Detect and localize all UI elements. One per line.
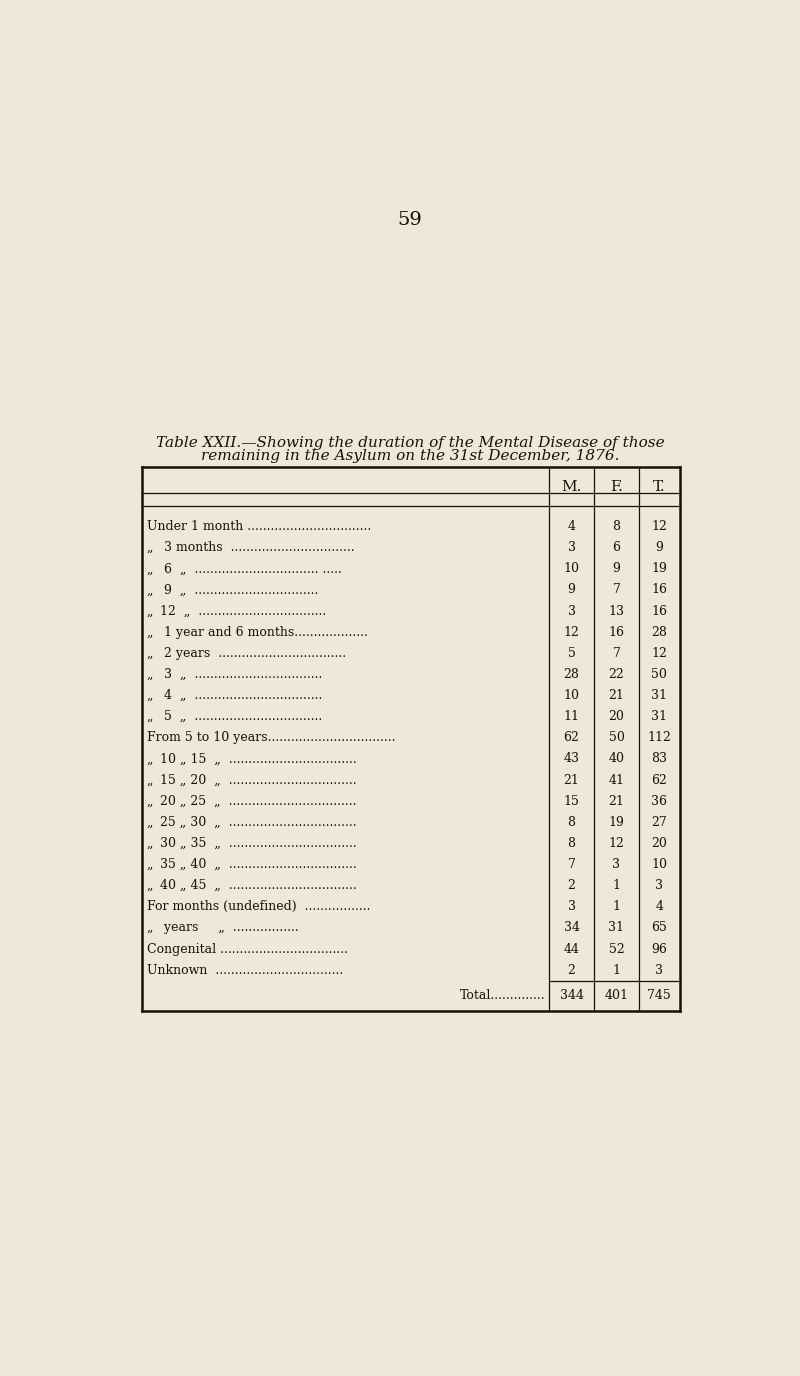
Text: 41: 41: [609, 773, 625, 787]
Text: 7: 7: [613, 647, 620, 660]
Text: 8: 8: [613, 520, 621, 533]
Text: 3: 3: [567, 900, 575, 914]
Text: 10: 10: [563, 563, 579, 575]
Text: 401: 401: [605, 989, 629, 1002]
Text: „   9  „  ................................: „ 9 „ ................................: [147, 583, 318, 596]
Text: 16: 16: [609, 626, 625, 638]
Text: 52: 52: [609, 943, 624, 955]
Text: 21: 21: [563, 773, 579, 787]
Text: 9: 9: [655, 541, 663, 555]
Text: „   years     „  .................: „ years „ .................: [147, 922, 298, 934]
Text: M.: M.: [562, 480, 582, 494]
Text: 12: 12: [651, 520, 667, 533]
Text: 1: 1: [613, 900, 621, 914]
Text: 31: 31: [651, 710, 667, 724]
Text: „  30 „ 35  „  .................................: „ 30 „ 35 „ ............................…: [147, 837, 357, 850]
Text: 28: 28: [563, 667, 579, 681]
Text: Under 1 month ................................: Under 1 month ..........................…: [147, 520, 371, 533]
Text: 112: 112: [647, 731, 671, 744]
Text: 9: 9: [567, 583, 575, 596]
Text: 20: 20: [651, 837, 667, 850]
Text: 10: 10: [651, 859, 667, 871]
Text: „  15 „ 20  „  .................................: „ 15 „ 20 „ ............................…: [147, 773, 357, 787]
Text: 9: 9: [613, 563, 620, 575]
Text: 10: 10: [563, 689, 579, 702]
Text: 50: 50: [609, 731, 624, 744]
Text: „   2 years  .................................: „ 2 years ..............................…: [147, 647, 346, 660]
Text: „  35 „ 40  „  .................................: „ 35 „ 40 „ ............................…: [147, 859, 357, 871]
Text: 1: 1: [613, 963, 621, 977]
Text: 15: 15: [563, 795, 579, 808]
Text: 1: 1: [613, 879, 621, 892]
Text: 44: 44: [563, 943, 579, 955]
Text: F.: F.: [610, 480, 623, 494]
Text: 8: 8: [567, 816, 575, 828]
Text: 8: 8: [567, 837, 575, 850]
Text: 19: 19: [651, 563, 667, 575]
Text: „  12  „  .................................: „ 12 „ .................................: [147, 604, 326, 618]
Text: Table XXII.—Showing the duration of the Mental Disease of those: Table XXII.—Showing the duration of the …: [156, 436, 664, 450]
Text: 12: 12: [651, 647, 667, 660]
Text: „   3  „  .................................: „ 3 „ .................................: [147, 667, 322, 681]
Text: 65: 65: [651, 922, 667, 934]
Text: 11: 11: [563, 710, 579, 724]
Text: 31: 31: [609, 922, 625, 934]
Text: Total..............: Total..............: [460, 989, 546, 1002]
Text: 344: 344: [559, 989, 583, 1002]
Text: T.: T.: [653, 480, 666, 494]
Text: Congenital .................................: Congenital .............................…: [147, 943, 348, 955]
Text: „   5  „  .................................: „ 5 „ .................................: [147, 710, 322, 724]
Text: „  20 „ 25  „  .................................: „ 20 „ 25 „ ............................…: [147, 795, 356, 808]
Text: 7: 7: [613, 583, 620, 596]
Text: 31: 31: [651, 689, 667, 702]
Text: „  40 „ 45  „  .................................: „ 40 „ 45 „ ............................…: [147, 879, 357, 892]
Text: 40: 40: [609, 753, 625, 765]
Text: „  25 „ 30  „  .................................: „ 25 „ 30 „ ............................…: [147, 816, 357, 828]
Text: 19: 19: [609, 816, 624, 828]
Text: 21: 21: [609, 689, 624, 702]
Text: 21: 21: [609, 795, 624, 808]
Text: 13: 13: [609, 604, 625, 618]
Text: 62: 62: [651, 773, 667, 787]
Text: 96: 96: [651, 943, 667, 955]
Text: 83: 83: [651, 753, 667, 765]
Text: 2: 2: [567, 963, 575, 977]
Text: 59: 59: [398, 211, 422, 230]
Text: 12: 12: [563, 626, 579, 638]
Text: For months (undefined)  .................: For months (undefined) .................: [147, 900, 370, 914]
Text: 3: 3: [567, 541, 575, 555]
Text: Unknown  .................................: Unknown ................................…: [147, 963, 343, 977]
Text: 43: 43: [563, 753, 579, 765]
Text: 4: 4: [567, 520, 575, 533]
Text: 50: 50: [651, 667, 667, 681]
Text: 16: 16: [651, 583, 667, 596]
Text: remaining in the Asylum on the 31st December, 1876.: remaining in the Asylum on the 31st Dece…: [201, 450, 619, 464]
Text: 3: 3: [613, 859, 621, 871]
Text: 62: 62: [563, 731, 579, 744]
Text: 16: 16: [651, 604, 667, 618]
Text: 22: 22: [609, 667, 624, 681]
Text: „   4  „  .................................: „ 4 „ .................................: [147, 689, 322, 702]
Text: 2: 2: [567, 879, 575, 892]
Text: „  10 „ 15  „  .................................: „ 10 „ 15 „ ............................…: [147, 753, 357, 765]
Text: 7: 7: [567, 859, 575, 871]
Text: From 5 to 10 years.................................: From 5 to 10 years......................…: [147, 731, 395, 744]
Text: 12: 12: [609, 837, 624, 850]
Text: 27: 27: [651, 816, 667, 828]
Text: „   1 year and 6 months...................: „ 1 year and 6 months...................: [147, 626, 368, 638]
Text: 3: 3: [567, 604, 575, 618]
Text: 36: 36: [651, 795, 667, 808]
Text: 5: 5: [567, 647, 575, 660]
Text: 6: 6: [613, 541, 621, 555]
Text: „   6  „  ................................ .....: „ 6 „ ................................ .…: [147, 563, 342, 575]
Text: 4: 4: [655, 900, 663, 914]
Text: 20: 20: [609, 710, 624, 724]
Text: 28: 28: [651, 626, 667, 638]
Text: 3: 3: [655, 963, 663, 977]
Text: 3: 3: [655, 879, 663, 892]
Text: „   3 months  ................................: „ 3 months .............................…: [147, 541, 354, 555]
Text: 745: 745: [647, 989, 671, 1002]
Text: 34: 34: [563, 922, 579, 934]
